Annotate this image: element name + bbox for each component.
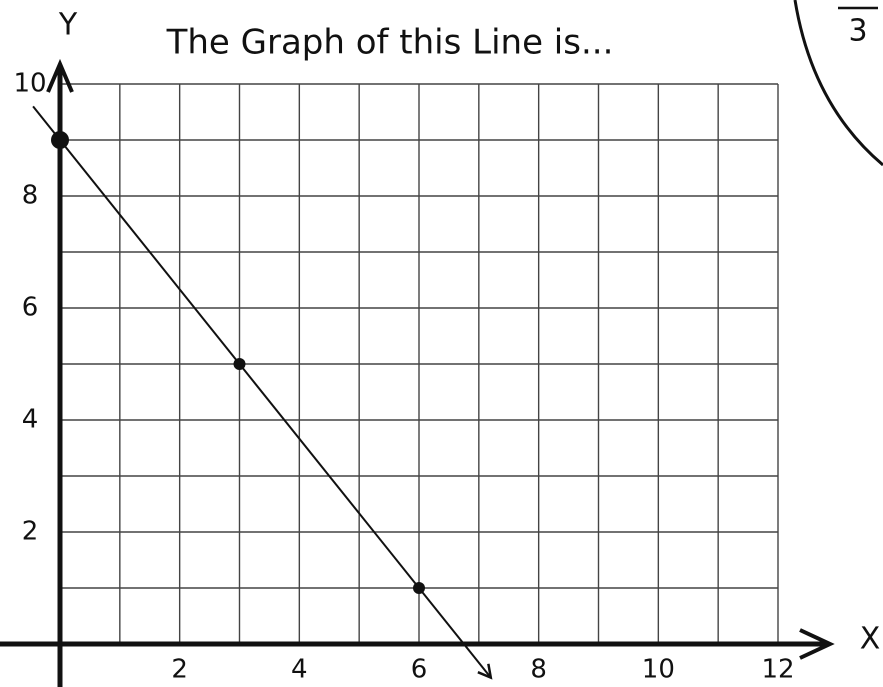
point — [51, 131, 69, 149]
x-tick-label: 6 — [411, 655, 428, 685]
y-axis-arrow — [46, 58, 74, 93]
y-tick-label: 8 — [22, 181, 39, 211]
y-axis-label: Y — [58, 8, 78, 43]
x-tick-label: 2 — [171, 655, 188, 685]
line-arrow — [477, 663, 493, 680]
corner-number: 3 — [848, 14, 867, 49]
x-tick-label: 12 — [761, 655, 794, 685]
y-tick-label: 2 — [22, 517, 39, 547]
circle-arc — [793, 0, 883, 167]
x-axis-label: X — [860, 622, 881, 657]
x-tick-label: 10 — [642, 655, 675, 685]
x-tick-label: 8 — [530, 655, 547, 685]
x-tick-label: 4 — [291, 655, 308, 685]
chart-title: The Graph of this Line is... — [166, 23, 614, 63]
y-tick-label: 10 — [13, 69, 46, 99]
point — [413, 582, 425, 594]
point — [233, 358, 246, 370]
line-extension — [418, 587, 492, 679]
x-axis-arrow — [799, 628, 835, 660]
y-tick-label: 6 — [22, 293, 39, 323]
y-tick-label: 4 — [22, 405, 39, 435]
